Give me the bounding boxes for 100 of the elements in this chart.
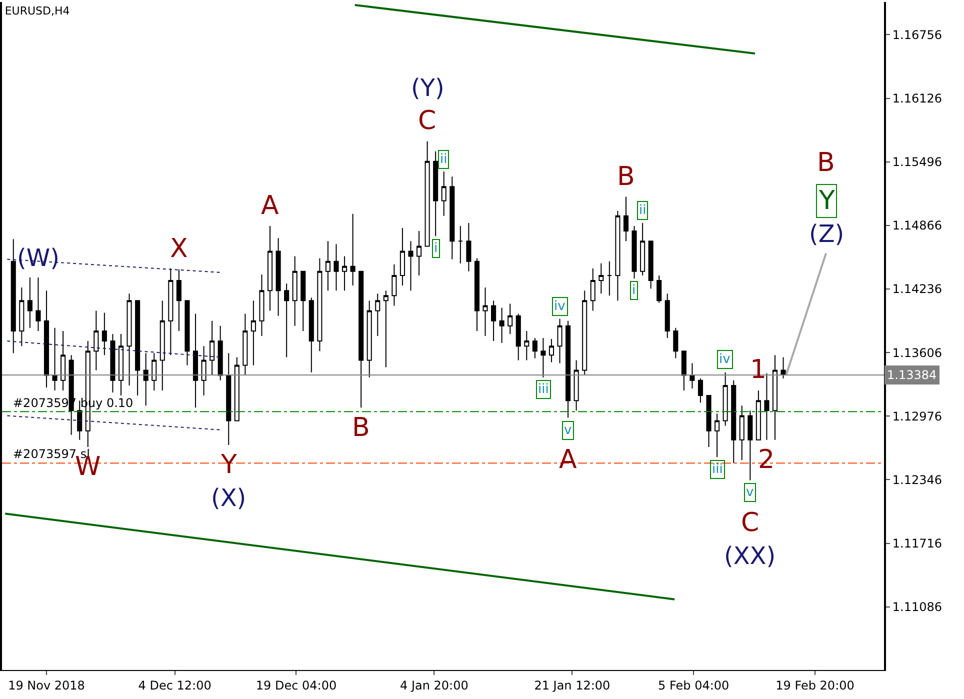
candlestick (615, 210, 620, 302)
annotation: 1 (750, 355, 767, 385)
annotation: v (564, 423, 572, 438)
candlestick (292, 256, 298, 326)
candlestick (722, 372, 728, 426)
annotation: ii (440, 152, 448, 167)
candlestick (540, 338, 546, 378)
candlestick (433, 150, 438, 237)
candlestick (110, 333, 116, 394)
ref-line-label: 1.13384 (887, 368, 937, 382)
annotation: i (434, 241, 438, 256)
candlestick (184, 300, 190, 366)
candlestick (739, 405, 744, 461)
y-tick-label: 1.15496 (892, 155, 942, 170)
candlestick (226, 352, 232, 446)
candlestick (36, 276, 41, 332)
candlestick (284, 283, 290, 358)
candlestick (19, 287, 24, 347)
candlestick (508, 303, 513, 334)
annotation: C (741, 508, 760, 538)
candlestick (416, 230, 422, 276)
y-tick-label: 1.13606 (892, 346, 942, 360)
candlestick (458, 226, 463, 264)
candlestick (698, 378, 704, 404)
chart-title: EURUSD,H4 (4, 4, 70, 18)
candlestick (375, 293, 380, 336)
annotation: Y (818, 186, 835, 216)
candlestick (259, 274, 264, 336)
annotation: (XX) (724, 542, 776, 570)
y-tick-label: 1.14236 (892, 282, 942, 296)
candlestick (590, 268, 596, 312)
candlestick (606, 260, 612, 296)
candlestick (358, 270, 364, 408)
y-tick-label: 1.11716 (892, 536, 942, 550)
candlestick (664, 293, 670, 339)
annotation: (W) (17, 244, 60, 272)
annotation: ii (639, 203, 646, 218)
candlestick (135, 300, 140, 396)
candlestick (623, 196, 629, 242)
candlestick (44, 290, 50, 388)
candlestick (524, 330, 530, 361)
candlestick (756, 390, 761, 440)
x-tick-label: 4 Jan 20:00 (400, 678, 468, 692)
candlestick (557, 318, 562, 364)
candlestick (598, 262, 604, 294)
annotation: i (632, 283, 636, 298)
y-tick-label: 1.16126 (892, 91, 942, 106)
annotation: (X) (211, 484, 246, 512)
candlestick (424, 140, 430, 247)
candlestick (77, 400, 82, 440)
candlestick (532, 338, 538, 359)
candlestick (706, 395, 712, 448)
candlestick (250, 300, 256, 366)
candlestick (160, 300, 165, 391)
candlestick (317, 258, 322, 352)
candlestick (210, 320, 215, 376)
candlestick (201, 346, 206, 396)
candlestick (392, 264, 397, 306)
candlestick (566, 320, 571, 418)
candlestick (764, 372, 770, 440)
candlestick (102, 312, 107, 356)
candlestick (780, 356, 786, 379)
candlestick (656, 274, 662, 304)
candlestick (491, 300, 496, 342)
candlestick (234, 356, 240, 422)
annotation: A (261, 191, 279, 221)
candlestick (450, 176, 455, 260)
annotation: X (170, 234, 188, 264)
candlestick (499, 307, 504, 344)
candlestick (126, 293, 132, 386)
x-tick-label: 19 Nov 2018 (8, 678, 85, 692)
annotation: v (746, 485, 754, 500)
candlestick (267, 226, 273, 312)
candlestick (168, 268, 174, 356)
candlestick (276, 238, 281, 316)
candlestick (474, 258, 480, 332)
candlestick (400, 228, 405, 286)
candlestick (350, 213, 356, 286)
candlestick (60, 330, 66, 391)
x-tick-label: 21 Jan 12:00 (534, 678, 610, 692)
candlestick (548, 338, 554, 363)
candlestick (681, 350, 686, 391)
candlestick (640, 222, 646, 276)
candlestick (714, 413, 720, 458)
candlestick (690, 362, 695, 389)
candlestick (482, 287, 488, 336)
annotation: iii (538, 382, 549, 397)
candlestick (748, 410, 753, 481)
candlestick (27, 276, 32, 328)
y-tick-label: 1.12976 (892, 409, 942, 424)
annotation: B (352, 413, 370, 443)
candlestick (574, 360, 579, 412)
x-tick-label: 5 Feb 04:00 (658, 678, 730, 692)
y-tick-label: 1.16756 (892, 28, 942, 42)
candlestick (218, 325, 223, 381)
candlestick (648, 240, 654, 290)
candlestick (342, 256, 348, 292)
candlestick (176, 268, 182, 332)
y-tick-label: 1.11086 (892, 600, 942, 614)
candlestick (731, 380, 736, 464)
